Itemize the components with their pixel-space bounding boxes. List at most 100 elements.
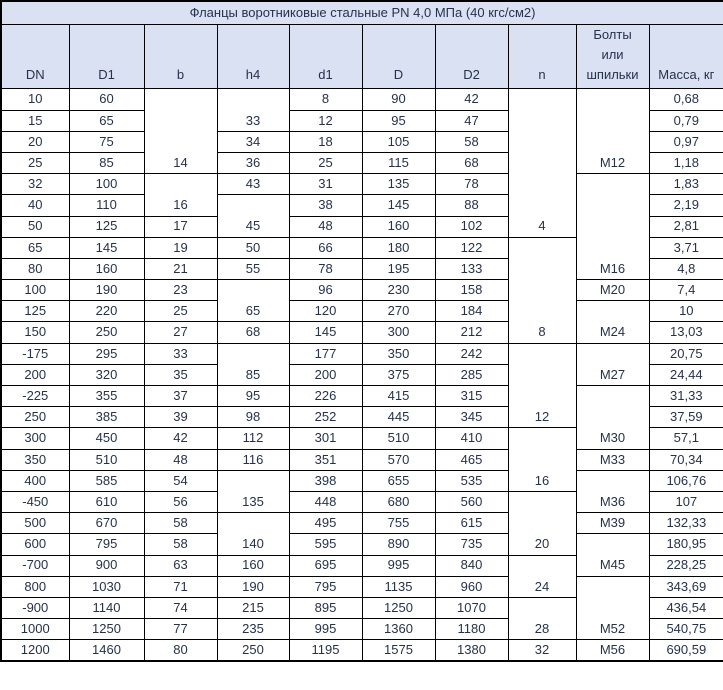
table-cell: 40 [0, 194, 70, 217]
table-cell: 31,33 [648, 385, 723, 408]
table-cell: 212 [434, 321, 509, 344]
table-cell: 50 [0, 215, 70, 238]
table-cell: 55 [216, 257, 290, 281]
table-row: 1200 1460 80 250 1195 1575 1380 32 М56 690,59 [0, 639, 723, 662]
table-cell: 995 [288, 618, 363, 641]
table-cell: -225 [0, 385, 70, 408]
table-cell: 890 [361, 533, 436, 556]
table-cell: 343,69 [648, 575, 723, 598]
table-cell: 228,25 [648, 554, 723, 577]
table-cell: 24,44 [648, 363, 723, 387]
table-row: 350 510 48 116 351 570 465 М33 70,34 [0, 448, 723, 471]
table-cell: 4 [507, 88, 577, 238]
table-cell: 32 [507, 639, 577, 662]
table-cell: 385 [68, 406, 145, 429]
table-cell: 398 [288, 469, 363, 492]
table-cell: 95 [216, 385, 290, 408]
table-cell: 63 [143, 554, 218, 577]
table-cell: 755 [361, 512, 436, 535]
table-cell: 436,54 [648, 596, 723, 620]
table-cell: 795 [288, 575, 363, 598]
table-row: 10 60 14 33 8 90 42 4 М12 0,68 [0, 88, 723, 238]
table-cell: 0,79 [648, 109, 723, 132]
table-cell: 20 [507, 490, 577, 556]
table-cell: 25 [143, 300, 218, 323]
table-cell: М45 [575, 533, 650, 577]
table-cell: М56 [575, 639, 650, 662]
table-cell: 65 [68, 109, 145, 132]
table-cell: 410 [434, 427, 509, 450]
table-row: -900 1140 74 215 895 1250 1070 28 436,54 [0, 596, 723, 641]
table-cell: 98 [216, 406, 290, 429]
column-header-h4: h4 [216, 23, 290, 90]
table-row: 200 320 35 200 375 285 24,44 [0, 363, 723, 387]
table-cell: 90 [361, 88, 436, 111]
table-cell: 15 [0, 109, 70, 132]
column-header-d1-big: D1 [68, 23, 145, 90]
table-cell: 300 [0, 427, 70, 450]
table-cell: 78 [288, 257, 363, 281]
table-cell: 60 [68, 88, 145, 111]
table-cell: 1,18 [648, 151, 723, 175]
table-cell: 25 [288, 151, 363, 175]
table-cell: 20 [0, 130, 70, 153]
table-cell: 80 [0, 257, 70, 281]
table-cell: 85 [216, 342, 290, 387]
table-cell: М12 [575, 88, 650, 175]
table-cell: 14 [143, 88, 218, 175]
table-cell: М52 [575, 575, 650, 641]
flange-dimensions-table: Фланцы воротниковые стальные PN 4,0 МПа … [0, 0, 723, 662]
table-row: 1000 1250 77 235 995 1360 1180 540,75 [0, 618, 723, 641]
table-cell: 450 [68, 427, 145, 450]
table-cell: 1030 [68, 575, 145, 598]
table-cell: 600 [0, 533, 70, 556]
table-cell: 160 [216, 554, 290, 577]
table-cell: 500 [0, 512, 70, 535]
table-cell: 1000 [0, 618, 70, 641]
table-cell: 125 [68, 215, 145, 238]
table-cell: 112 [216, 427, 290, 450]
table-cell: 43 [216, 173, 290, 196]
table-cell: 215 [216, 596, 290, 620]
table-cell: 595 [288, 533, 363, 556]
table-cell: 230 [361, 279, 436, 302]
table-cell: 36 [216, 151, 290, 175]
table-cell: 48 [288, 215, 363, 238]
table-cell: 70,34 [648, 448, 723, 471]
table-cell: 252 [288, 406, 363, 429]
table-cell: 110 [68, 194, 145, 217]
column-header-mass: Масса, кг [648, 23, 723, 90]
table-cell: 65 [0, 236, 70, 259]
table-cell: 68 [434, 151, 509, 175]
table-row: 32 100 16 43 31 135 78 М16 1,83 [0, 173, 723, 281]
table-cell: 1,83 [648, 173, 723, 196]
table-cell: 190 [68, 279, 145, 302]
table-cell: 48 [143, 448, 218, 471]
table-cell: 58 [143, 512, 218, 535]
table-cell: 184 [434, 300, 509, 323]
table-cell: 24 [507, 554, 577, 598]
table-cell: М27 [575, 342, 650, 387]
table-cell: 7,4 [648, 279, 723, 302]
table-cell: -700 [0, 554, 70, 577]
table-cell: 12 [288, 109, 363, 132]
table-row: 65 145 19 50 66 180 122 8 3,71 [0, 236, 723, 344]
table-cell: 32 [0, 173, 70, 196]
table-cell: 315 [434, 385, 509, 408]
table-cell: 19 [143, 236, 218, 259]
table-title: Фланцы воротниковые стальные PN 4,0 МПа … [0, 0, 723, 25]
column-header-d2: D2 [434, 23, 509, 90]
table-cell: 300 [361, 321, 436, 344]
table-cell: 145 [288, 321, 363, 344]
table-cell: 27 [143, 321, 218, 344]
table-cell: -450 [0, 490, 70, 514]
table-cell: 1575 [361, 639, 436, 662]
table-cell: 16 [507, 427, 577, 492]
table-cell: 102 [434, 215, 509, 238]
table-cell: 57,1 [648, 427, 723, 450]
table-cell: 115 [361, 151, 436, 175]
table-cell: 270 [361, 300, 436, 323]
table-cell: 120 [288, 300, 363, 323]
table-cell: 0,97 [648, 130, 723, 153]
table-cell: 445 [361, 406, 436, 429]
